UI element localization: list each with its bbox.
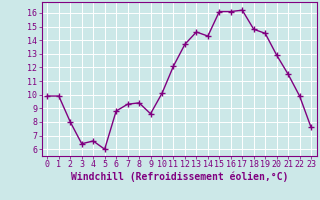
X-axis label: Windchill (Refroidissement éolien,°C): Windchill (Refroidissement éolien,°C) [70, 172, 288, 182]
